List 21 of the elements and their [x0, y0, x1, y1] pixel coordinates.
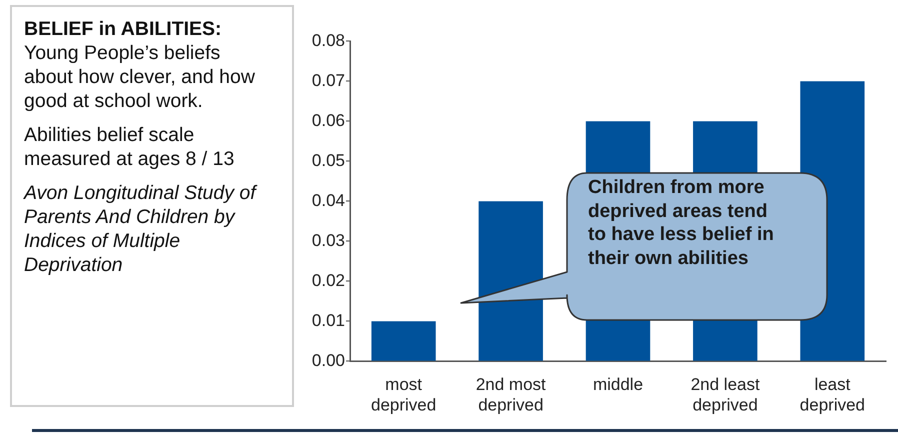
text: Avon Longitudinal Study of Parents And Children by Indices of Multiple Deprivation	[24, 181, 258, 277]
bar	[371, 321, 436, 361]
bar	[478, 201, 543, 361]
text: Abilities belief scale measured at ages 8 / 13	[24, 123, 236, 171]
text: Young People’s beliefs about how clever, and how good at school work.	[24, 42, 255, 112]
y-tick-label: 0.02	[312, 270, 345, 290]
y-tick-label: 0.03	[312, 230, 345, 250]
annotation: Children from more deprived areas tend to have less belief in their own abilities	[588, 176, 775, 270]
y-tick-label: 0.06	[312, 110, 345, 130]
text: BELIEF in ABILITIES:	[24, 17, 223, 41]
x-tick-label: least deprived	[800, 375, 866, 414]
x-tick-label: 2nd least deprived	[690, 375, 760, 414]
x-tick-label: 2nd most deprived	[476, 375, 546, 414]
y-tick-label: 0.05	[312, 150, 345, 170]
x-tick-label: middle	[592, 375, 644, 394]
y-tick-label: 0.04	[312, 190, 345, 210]
y-tick-label: 0.00	[312, 350, 345, 370]
y-tick-label: 0.01	[312, 310, 345, 330]
x-tick-label: most deprived	[370, 375, 436, 414]
y-tick-label: 0.08	[312, 30, 345, 50]
y-tick-label: 0.07	[312, 70, 345, 90]
